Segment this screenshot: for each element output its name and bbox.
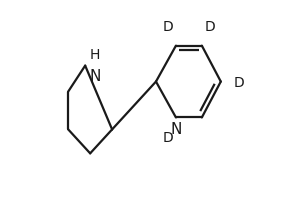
Text: D: D (233, 75, 244, 89)
Text: H: H (89, 47, 100, 61)
Text: D: D (163, 131, 173, 145)
Text: D: D (163, 20, 173, 33)
Text: D: D (205, 20, 215, 33)
Text: N: N (170, 122, 182, 137)
Text: N: N (89, 68, 100, 83)
